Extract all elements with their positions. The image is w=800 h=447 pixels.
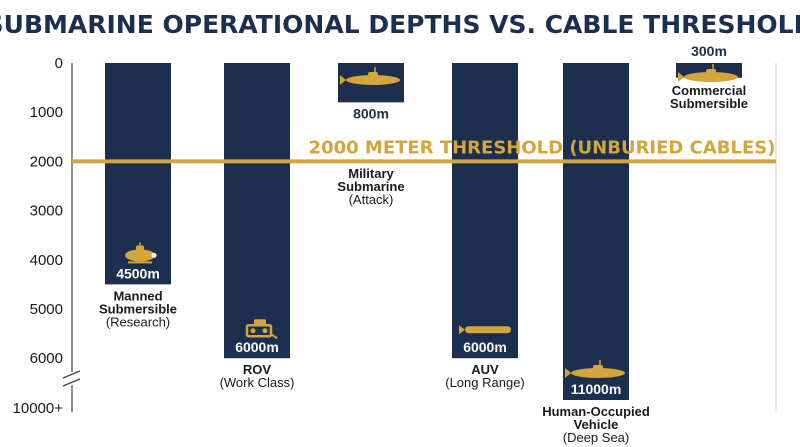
category-label: Submersible bbox=[99, 301, 177, 316]
value-label: 11000m bbox=[571, 381, 622, 397]
submarine-icon bbox=[340, 67, 400, 85]
category-sublabel: (Work Class) bbox=[220, 375, 295, 390]
y-tick-label: 3000 bbox=[30, 203, 63, 220]
y-tick-label: 2000 bbox=[30, 153, 63, 170]
y-tick-label: 1000 bbox=[30, 104, 63, 121]
bar-series: 4500mMannedSubmersible(Research)6000mROV… bbox=[99, 43, 748, 445]
bar-hov bbox=[563, 63, 629, 400]
value-label: 800m bbox=[353, 105, 389, 121]
value-label: 4500m bbox=[116, 265, 160, 281]
category-label: Commercial bbox=[672, 83, 746, 98]
value-label: 6000m bbox=[235, 339, 279, 355]
category-label: ROV bbox=[243, 362, 272, 377]
value-label: 300m bbox=[691, 43, 727, 59]
category-sublabel: (Research) bbox=[106, 314, 170, 329]
y-tick-label: 6000 bbox=[30, 350, 63, 367]
y-tick-label: 0 bbox=[55, 55, 63, 72]
category-sublabel: (Long Range) bbox=[445, 375, 525, 390]
value-label: 6000m bbox=[463, 339, 507, 355]
axis-break-mark bbox=[62, 370, 81, 379]
y-axis: 0 1000 2000 3000 4000 5000 6000 10000+ bbox=[13, 55, 777, 417]
submarine-icon bbox=[678, 64, 738, 82]
category-label: Manned bbox=[113, 288, 162, 303]
category-label: AUV bbox=[471, 362, 499, 377]
submarine-icon bbox=[565, 360, 625, 378]
category-label: Submersible bbox=[670, 96, 748, 111]
submersible-icon bbox=[125, 242, 157, 264]
rov-icon bbox=[245, 319, 278, 340]
threshold: 2000 METER THRESHOLD (UNBURIED CABLES) bbox=[72, 137, 776, 164]
category-label: Human-Occupied bbox=[542, 404, 650, 419]
bar-rov bbox=[224, 63, 290, 359]
category-sublabel: (Attack) bbox=[349, 192, 394, 207]
threshold-label: 2000 METER THRESHOLD (UNBURIED CABLES) bbox=[309, 137, 776, 158]
bar-auv bbox=[452, 63, 518, 359]
category-label: Military bbox=[348, 166, 394, 181]
axis-break-mark bbox=[62, 378, 81, 387]
y-tick-label: 4000 bbox=[30, 252, 63, 269]
category-sublabel: (Deep Sea) bbox=[563, 430, 629, 445]
y-tick-label: 5000 bbox=[30, 301, 63, 318]
chart-title: SUBMARINE OPERATIONAL DEPTHS VS. CABLE T… bbox=[0, 10, 800, 39]
category-label: Submarine bbox=[337, 179, 404, 194]
torpedo-icon bbox=[459, 325, 511, 335]
category-label: Vehicle bbox=[574, 417, 619, 432]
y-tick-label: 10000+ bbox=[13, 400, 64, 417]
